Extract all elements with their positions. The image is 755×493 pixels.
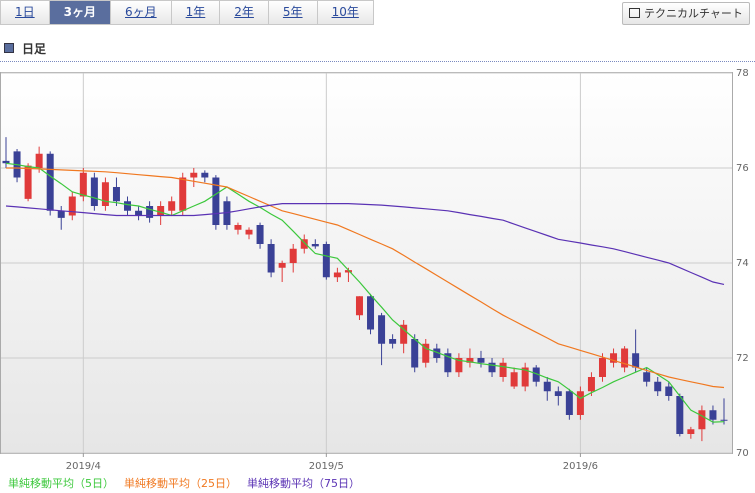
candle-body bbox=[24, 165, 32, 199]
tab[interactable]: 3ヶ月 bbox=[48, 0, 111, 25]
candle-body bbox=[665, 386, 673, 396]
candle-body bbox=[311, 244, 319, 247]
candle-body bbox=[643, 372, 651, 382]
candle-body bbox=[632, 353, 640, 368]
candle-body bbox=[621, 348, 629, 368]
legend-entry: 単純移動平均（25日） bbox=[124, 476, 237, 490]
candle-body bbox=[267, 244, 275, 273]
candle-body bbox=[146, 206, 154, 218]
candle-body bbox=[355, 296, 363, 316]
moving-average-line bbox=[6, 167, 725, 389]
candle-body bbox=[190, 172, 198, 178]
candle-body bbox=[234, 225, 242, 230]
candle-body bbox=[499, 362, 507, 377]
x-tick-label: 2019/5 bbox=[309, 461, 344, 472]
tabs: 1日 3ヶ月 6ヶ月 1年 2年 5年 10年 bbox=[0, 0, 374, 25]
y-tick-label: 74 bbox=[736, 258, 749, 269]
candle-body bbox=[367, 296, 375, 330]
candle-body bbox=[576, 391, 584, 415]
candle-body bbox=[157, 206, 165, 216]
candle-body bbox=[389, 339, 397, 344]
candle-body bbox=[57, 210, 65, 218]
candle-body bbox=[422, 343, 430, 363]
candle-body bbox=[201, 172, 209, 178]
tab[interactable]: 2年 bbox=[219, 0, 269, 25]
candle-body bbox=[378, 315, 386, 344]
candle-body bbox=[68, 196, 76, 216]
moving-average-line bbox=[5, 203, 725, 285]
tab[interactable]: 10年 bbox=[316, 0, 374, 25]
technical-chart-button[interactable]: テクニカルチャート bbox=[622, 2, 750, 25]
candle-body bbox=[521, 367, 529, 387]
button-label[interactable]: テクニカルチャート bbox=[644, 7, 743, 20]
legend-entry: 単純移動平均（5日） bbox=[8, 476, 114, 490]
candle-body bbox=[300, 239, 308, 249]
candle-body bbox=[289, 248, 297, 263]
candle-body bbox=[322, 244, 330, 278]
x-tick-label: 2019/6 bbox=[563, 461, 598, 472]
y-tick-label: 78 bbox=[736, 68, 749, 79]
tab[interactable]: 6ヶ月 bbox=[110, 0, 172, 25]
divider bbox=[0, 61, 755, 62]
candle-body bbox=[554, 391, 562, 396]
candle-body bbox=[333, 272, 341, 278]
candle-body bbox=[532, 367, 540, 382]
candle-body bbox=[79, 172, 87, 197]
candle-body bbox=[488, 362, 496, 373]
candle-body bbox=[90, 177, 98, 206]
y-tick-label: 76 bbox=[736, 163, 749, 174]
candle-body bbox=[212, 177, 220, 225]
candle-body bbox=[411, 339, 419, 368]
candle-body bbox=[676, 396, 684, 434]
candle-body bbox=[543, 381, 551, 392]
candle-body bbox=[654, 381, 662, 392]
candle-body bbox=[344, 270, 352, 273]
candle-body bbox=[565, 391, 573, 415]
candle-body bbox=[400, 324, 408, 344]
x-tick-label: 2019/4 bbox=[66, 461, 101, 472]
candle-body bbox=[2, 160, 10, 164]
candle-body bbox=[510, 372, 518, 387]
candle-body bbox=[256, 225, 264, 244]
candle-body bbox=[168, 201, 176, 211]
candle-body bbox=[466, 358, 474, 363]
candle-body bbox=[598, 358, 606, 377]
candle-body bbox=[433, 348, 441, 358]
candle-body bbox=[179, 177, 187, 211]
moving-average-line bbox=[5, 162, 725, 423]
candle-body bbox=[720, 419, 728, 421]
candle-body bbox=[135, 210, 143, 216]
tab[interactable]: 1日 bbox=[0, 0, 50, 25]
candle-body bbox=[687, 429, 695, 434]
candle-body bbox=[477, 358, 485, 363]
y-tick-label: 72 bbox=[736, 353, 749, 364]
candle-body bbox=[610, 353, 618, 363]
candle-body bbox=[587, 377, 595, 392]
legend-entry: 単純移動平均（75日） bbox=[247, 476, 360, 490]
y-tick-label: 70 bbox=[736, 448, 749, 459]
candle-body bbox=[124, 201, 132, 211]
candle-body bbox=[455, 358, 463, 373]
candle-body bbox=[698, 410, 706, 430]
section: 日足 bbox=[4, 40, 46, 57]
candle-body bbox=[278, 263, 286, 268]
candle-body bbox=[709, 410, 717, 420]
candle-body bbox=[444, 353, 452, 373]
candle-body bbox=[101, 182, 109, 206]
candle-body bbox=[35, 153, 43, 168]
candle-body bbox=[46, 153, 54, 211]
candle-body bbox=[112, 187, 120, 202]
candle-body bbox=[245, 229, 253, 235]
section-title: 日足 bbox=[22, 42, 47, 56]
